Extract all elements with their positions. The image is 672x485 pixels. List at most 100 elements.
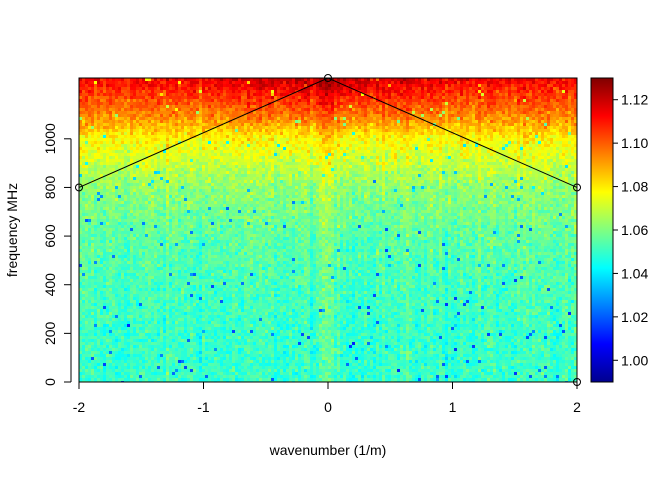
heatmap-cell bbox=[223, 117, 226, 120]
heatmap-cell bbox=[229, 129, 232, 132]
heatmap-cell bbox=[457, 111, 460, 114]
heatmap-cell bbox=[328, 120, 331, 123]
heatmap-cell bbox=[346, 153, 349, 156]
heatmap-cell bbox=[253, 96, 256, 99]
heatmap-cell bbox=[310, 108, 313, 111]
heatmap-cell bbox=[304, 162, 307, 165]
heatmap-cell bbox=[118, 147, 121, 150]
heatmap-cell bbox=[532, 105, 535, 108]
heatmap-cell bbox=[211, 156, 214, 159]
heatmap-cell bbox=[394, 114, 397, 117]
heatmap-cell bbox=[202, 81, 205, 84]
heatmap-cell bbox=[436, 138, 439, 141]
heatmap-cell bbox=[463, 129, 466, 132]
heatmap-cell bbox=[103, 138, 106, 141]
heatmap-cell bbox=[154, 165, 157, 168]
heatmap-cell bbox=[565, 84, 568, 87]
heatmap-cell bbox=[343, 138, 346, 141]
heatmap-cell bbox=[406, 159, 409, 162]
heatmap-cell bbox=[112, 102, 115, 105]
heatmap-cell bbox=[265, 108, 268, 111]
heatmap-cell bbox=[448, 132, 451, 135]
heatmap-cell bbox=[460, 147, 463, 150]
heatmap-cell bbox=[145, 99, 148, 102]
heatmap-cell bbox=[562, 117, 565, 120]
heatmap-cell bbox=[442, 114, 445, 117]
heatmap-cell bbox=[430, 84, 433, 87]
heatmap-cell bbox=[160, 90, 163, 93]
heatmap-cell bbox=[112, 129, 115, 132]
heatmap-cell bbox=[151, 150, 154, 153]
heatmap-cell bbox=[370, 84, 373, 87]
heatmap-cell bbox=[520, 117, 523, 120]
heatmap-cell bbox=[268, 150, 271, 153]
heatmap-cell bbox=[394, 153, 397, 156]
heatmap-cell bbox=[115, 153, 118, 156]
heatmap-cell bbox=[289, 117, 292, 120]
heatmap-cell bbox=[364, 132, 367, 135]
heatmap-cell bbox=[478, 159, 481, 162]
heatmap-cell bbox=[283, 93, 286, 96]
heatmap-cell bbox=[478, 117, 481, 120]
heatmap-cell bbox=[241, 141, 244, 144]
heatmap-cell bbox=[499, 96, 502, 99]
heatmap-cell bbox=[481, 162, 484, 165]
heatmap-cell bbox=[484, 147, 487, 150]
heatmap-cell bbox=[247, 108, 250, 111]
heatmap-cell bbox=[220, 138, 223, 141]
heatmap-cell bbox=[346, 129, 349, 132]
heatmap-cell bbox=[214, 111, 217, 114]
heatmap-cell bbox=[289, 165, 292, 168]
heatmap-cell bbox=[175, 147, 178, 150]
heatmap-cell bbox=[568, 90, 571, 93]
heatmap-cell bbox=[298, 117, 301, 120]
heatmap-cell bbox=[289, 132, 292, 135]
heatmap-cell bbox=[82, 162, 85, 165]
heatmap-cell bbox=[394, 147, 397, 150]
heatmap-cell bbox=[559, 111, 562, 114]
heatmap-cell bbox=[241, 132, 244, 135]
heatmap-cell bbox=[442, 141, 445, 144]
heatmap-cell bbox=[127, 96, 130, 99]
heatmap-cell bbox=[289, 102, 292, 105]
heatmap-cell bbox=[460, 96, 463, 99]
heatmap-cell bbox=[355, 159, 358, 162]
heatmap-cell bbox=[409, 144, 412, 147]
heatmap-cell bbox=[523, 111, 526, 114]
heatmap-cell bbox=[181, 81, 184, 84]
heatmap-cell bbox=[181, 132, 184, 135]
heatmap-cell bbox=[499, 144, 502, 147]
heatmap-cell bbox=[244, 93, 247, 96]
heatmap-cell bbox=[358, 150, 361, 153]
heatmap-cell bbox=[544, 141, 547, 144]
heatmap-cell bbox=[487, 96, 490, 99]
heatmap-cell bbox=[109, 162, 112, 165]
heatmap-cell bbox=[388, 117, 391, 120]
heatmap-cell bbox=[100, 132, 103, 135]
heatmap-cell bbox=[196, 99, 199, 102]
heatmap-cell bbox=[118, 150, 121, 153]
heatmap-cell bbox=[415, 153, 418, 156]
heatmap-cell bbox=[151, 105, 154, 108]
heatmap-cell bbox=[190, 99, 193, 102]
heatmap-cell bbox=[286, 81, 289, 84]
heatmap-cell bbox=[382, 99, 385, 102]
heatmap-cell bbox=[112, 123, 115, 126]
heatmap-cell bbox=[421, 102, 424, 105]
heatmap-cell bbox=[394, 138, 397, 141]
heatmap-cell bbox=[553, 126, 556, 129]
heatmap-cell bbox=[496, 150, 499, 153]
heatmap-cell bbox=[274, 108, 277, 111]
heatmap-cell bbox=[484, 126, 487, 129]
heatmap-cell bbox=[238, 126, 241, 129]
heatmap-cell bbox=[427, 126, 430, 129]
heatmap-cell bbox=[559, 159, 562, 162]
heatmap-cell bbox=[301, 108, 304, 111]
heatmap-cell bbox=[79, 78, 82, 81]
heatmap-cell bbox=[91, 165, 94, 168]
heatmap-cell bbox=[103, 141, 106, 144]
heatmap-cell bbox=[565, 141, 568, 144]
heatmap-cell bbox=[208, 123, 211, 126]
heatmap-cell bbox=[220, 129, 223, 132]
heatmap-cell bbox=[172, 102, 175, 105]
